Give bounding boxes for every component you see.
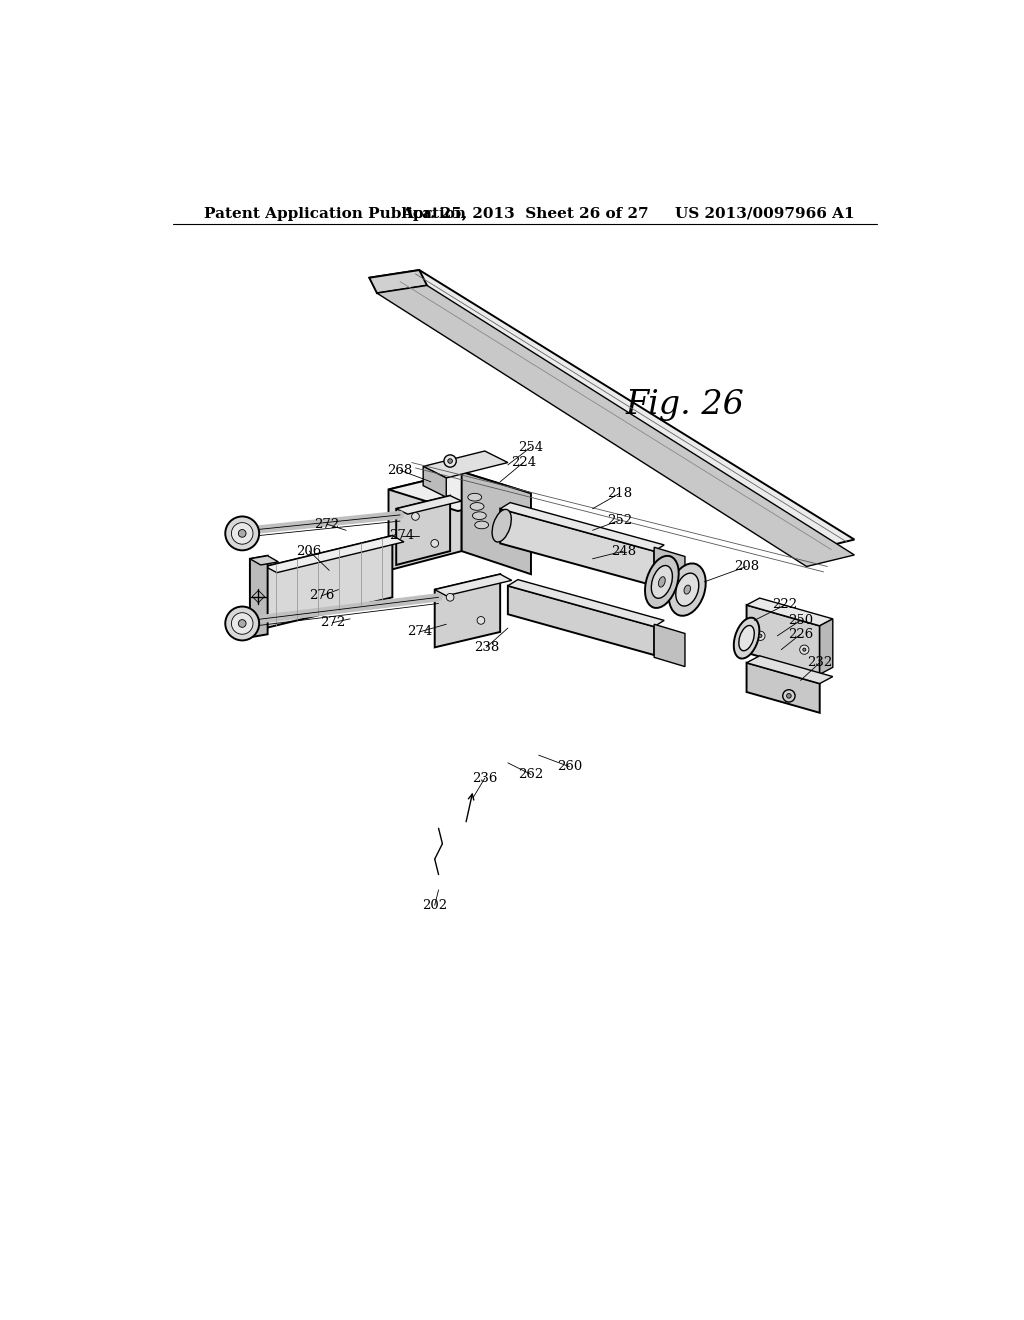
Circle shape — [431, 540, 438, 548]
Text: 206: 206 — [297, 545, 322, 557]
Ellipse shape — [658, 577, 666, 587]
Text: 226: 226 — [787, 628, 813, 640]
Polygon shape — [396, 496, 462, 515]
Circle shape — [225, 607, 259, 640]
Polygon shape — [746, 605, 819, 675]
Text: 274: 274 — [407, 626, 432, 639]
Circle shape — [447, 458, 453, 463]
Text: 272: 272 — [319, 616, 345, 630]
Circle shape — [444, 455, 457, 467]
Ellipse shape — [676, 573, 698, 606]
Polygon shape — [265, 536, 392, 628]
Ellipse shape — [468, 494, 481, 502]
Text: 232: 232 — [807, 656, 833, 669]
Ellipse shape — [739, 626, 755, 651]
Polygon shape — [370, 271, 854, 552]
Text: Patent Application Publication: Patent Application Publication — [204, 207, 466, 220]
Polygon shape — [435, 574, 500, 647]
Circle shape — [239, 529, 246, 537]
Polygon shape — [819, 619, 833, 675]
Polygon shape — [388, 471, 531, 511]
Text: 260: 260 — [557, 760, 582, 774]
Text: 236: 236 — [472, 772, 498, 785]
Ellipse shape — [651, 565, 673, 598]
Circle shape — [800, 645, 809, 655]
Circle shape — [803, 648, 806, 651]
Polygon shape — [250, 556, 279, 565]
Text: 254: 254 — [518, 441, 544, 454]
Polygon shape — [370, 271, 427, 293]
Polygon shape — [508, 586, 654, 655]
Polygon shape — [377, 285, 854, 566]
Ellipse shape — [472, 512, 486, 520]
Polygon shape — [654, 548, 685, 594]
Text: 262: 262 — [518, 768, 544, 781]
Text: US 2013/0097966 A1: US 2013/0097966 A1 — [675, 207, 854, 220]
Polygon shape — [500, 503, 665, 552]
Text: 248: 248 — [610, 545, 636, 557]
Ellipse shape — [684, 585, 690, 594]
Polygon shape — [423, 451, 508, 478]
Ellipse shape — [645, 556, 679, 609]
Polygon shape — [265, 536, 403, 573]
Text: 250: 250 — [787, 614, 813, 627]
Text: 272: 272 — [314, 517, 340, 531]
Text: 252: 252 — [607, 513, 632, 527]
Ellipse shape — [470, 503, 484, 511]
Circle shape — [477, 616, 484, 624]
Polygon shape — [250, 556, 267, 638]
Circle shape — [239, 619, 246, 627]
Circle shape — [759, 635, 762, 638]
Circle shape — [231, 612, 253, 635]
Ellipse shape — [475, 521, 488, 529]
Circle shape — [446, 594, 454, 601]
Text: 208: 208 — [734, 560, 759, 573]
Polygon shape — [396, 496, 451, 565]
Circle shape — [756, 631, 765, 640]
Ellipse shape — [669, 564, 706, 616]
Text: 222: 222 — [772, 598, 798, 611]
Ellipse shape — [734, 618, 760, 659]
Circle shape — [231, 523, 253, 544]
Text: 218: 218 — [607, 487, 632, 500]
Polygon shape — [388, 471, 462, 570]
Text: 268: 268 — [387, 463, 413, 477]
Text: 276: 276 — [309, 589, 334, 602]
Text: 238: 238 — [474, 640, 499, 653]
Polygon shape — [746, 598, 833, 626]
Circle shape — [225, 516, 259, 550]
Circle shape — [782, 689, 795, 702]
Text: 202: 202 — [422, 899, 447, 912]
Text: Apr. 25, 2013  Sheet 26 of 27: Apr. 25, 2013 Sheet 26 of 27 — [401, 207, 648, 220]
Polygon shape — [462, 471, 531, 574]
Polygon shape — [435, 574, 512, 595]
Text: 274: 274 — [389, 529, 415, 543]
Circle shape — [786, 693, 792, 698]
Polygon shape — [654, 624, 685, 667]
Polygon shape — [746, 663, 819, 713]
Polygon shape — [500, 508, 654, 586]
Polygon shape — [746, 656, 833, 684]
Polygon shape — [508, 579, 665, 627]
Circle shape — [412, 512, 419, 520]
Ellipse shape — [493, 510, 511, 543]
Text: Fig. 26: Fig. 26 — [626, 389, 744, 421]
Polygon shape — [423, 466, 446, 498]
Text: 224: 224 — [511, 455, 536, 469]
